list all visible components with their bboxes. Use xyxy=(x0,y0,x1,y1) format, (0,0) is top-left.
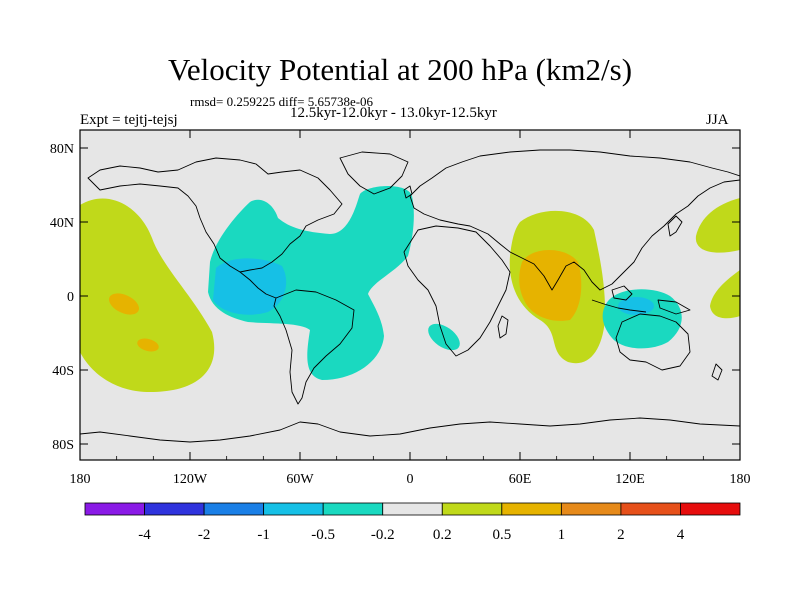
madagascar-coast xyxy=(497,315,509,339)
colorbar-label: -2 xyxy=(198,527,211,543)
atlantic-negative-region xyxy=(208,186,414,380)
pacific-positive-region xyxy=(80,198,215,392)
pacific-high-core-1 xyxy=(109,293,139,315)
eurasia-north-coast xyxy=(409,149,740,197)
colorbar-label: 0.5 xyxy=(492,527,511,543)
colorbar-label: 1 xyxy=(558,527,566,543)
british-isles-coast xyxy=(403,185,413,199)
indonesia-coast xyxy=(591,299,647,313)
page-title: Velocity Potential at 200 hPa (km2/s) xyxy=(167,52,633,87)
colorbar-swatch xyxy=(322,502,384,516)
season-label: JJA xyxy=(706,112,729,128)
colorbar-label: -1 xyxy=(257,527,270,543)
central-america-coast xyxy=(239,271,277,299)
australia-coast xyxy=(615,313,691,371)
colorbar-label: -0.5 xyxy=(311,527,335,543)
greenland-coast xyxy=(339,151,409,195)
x-tick-label: 180 xyxy=(730,472,751,487)
colorbar-swatch xyxy=(501,502,562,516)
period-label: 12.5kyr-12.0kyr - 13.0kyr-12.5kyr xyxy=(290,105,497,121)
y-tick-label: 40S xyxy=(52,364,74,379)
x-tick-label: 120W xyxy=(173,472,208,487)
x-tick-label: 120E xyxy=(615,472,645,487)
pacific-high-core-2 xyxy=(137,338,159,352)
colorbar-swatch xyxy=(263,502,324,516)
colorbar-label: -0.2 xyxy=(371,527,395,543)
y-tick-label: 40N xyxy=(50,216,74,231)
y-tick-label: 80S xyxy=(52,438,74,453)
x-tick-label: 180 xyxy=(70,472,91,487)
colorbar-swatch xyxy=(382,502,443,516)
colorbar-swatch xyxy=(620,502,681,516)
north-america-coast xyxy=(87,157,343,273)
colorbar-swatch xyxy=(84,502,145,516)
map-fill-layer xyxy=(80,130,740,460)
colorbar-swatch xyxy=(680,502,741,516)
x-tick-label: 60E xyxy=(509,472,532,487)
colorbar-label: 2 xyxy=(617,527,625,543)
colorbar-swatch xyxy=(144,502,205,516)
coastlines xyxy=(80,149,740,443)
antarctica-coast xyxy=(80,417,740,443)
experiment-label: Expt = tejtj-tejsj xyxy=(80,112,178,128)
colorbar-swatch xyxy=(203,502,265,516)
eurasia-south-coast xyxy=(409,179,740,291)
stats-label: rmsd= 0.259225 diff= 5.65738e-06 xyxy=(190,94,374,109)
nw-pacific-positive xyxy=(695,198,740,253)
colorbar-label: 0.2 xyxy=(433,527,452,543)
y-tick-label: 80N xyxy=(50,142,74,157)
japan-coast xyxy=(667,215,683,237)
maritime-low-core xyxy=(618,297,654,315)
w-pacific-positive xyxy=(710,270,740,319)
x-tick-label: 0 xyxy=(407,472,414,487)
colorbar-swatch xyxy=(560,502,622,516)
south-america-coast xyxy=(273,289,355,405)
new-zealand-coast xyxy=(711,363,723,381)
axis-layer: 80N 40N 0 40S 80S 180 120W 60W 0 60E 120E 180 xyxy=(50,130,751,487)
x-tick-label: 60W xyxy=(286,472,314,487)
colorbar-swatch xyxy=(441,502,503,516)
colorbar-label: 4 xyxy=(677,527,685,543)
new-guinea-coast xyxy=(657,299,691,315)
indian-high-core xyxy=(519,250,582,321)
central-america-low-core xyxy=(213,258,287,315)
borneo-coast xyxy=(611,285,633,301)
africa-coast xyxy=(403,225,511,357)
colorbar: -4 -2 -1 -0.5 -0.2 0.2 0.5 1 2 4 xyxy=(84,502,741,543)
colorbar-label: -4 xyxy=(138,527,151,543)
y-tick-label: 0 xyxy=(67,290,74,305)
